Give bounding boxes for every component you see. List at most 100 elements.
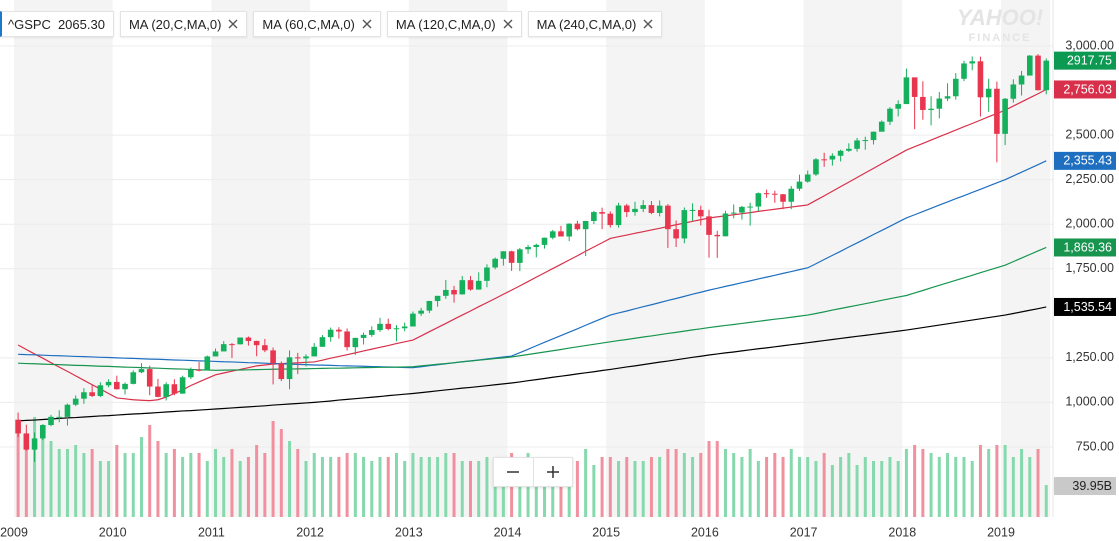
candle-body xyxy=(591,212,597,221)
candle-body xyxy=(418,310,424,314)
volume-bar xyxy=(872,461,876,517)
legend-chip[interactable]: MA (60,C,MA,0) xyxy=(253,11,381,37)
candle-body xyxy=(714,234,721,237)
volume-bar xyxy=(756,461,760,517)
candle-body xyxy=(648,205,655,213)
candle-body xyxy=(952,78,959,97)
volume-bar xyxy=(797,457,801,517)
candle-body xyxy=(336,329,342,332)
volume-bar xyxy=(732,453,736,517)
volume-bar xyxy=(715,441,719,517)
zoom-in-button[interactable] xyxy=(532,458,573,486)
year-band xyxy=(211,0,311,517)
volume-bar xyxy=(1028,457,1032,517)
volume-bar xyxy=(921,449,925,517)
volume-bar xyxy=(74,445,78,517)
value-label: 1,535.54 xyxy=(1063,300,1112,314)
ticker-symbol: ^GSPC xyxy=(8,16,51,32)
candle-body xyxy=(434,295,441,302)
volume-bar xyxy=(633,461,637,517)
volume-bar xyxy=(205,461,209,517)
candle-body xyxy=(697,209,704,217)
volume-bar xyxy=(386,457,390,517)
candle-body xyxy=(607,213,614,226)
end-labels: 1,535.54 1,869.36 2,355.43 2,756.03 2917.75 3… xyxy=(1054,51,1116,496)
candle-body xyxy=(23,433,30,450)
candle-body xyxy=(821,159,827,161)
candle-body xyxy=(377,323,383,331)
watermark: YAHOO! xyxy=(957,5,1043,30)
volume-bar xyxy=(600,457,604,517)
ma-line xyxy=(18,246,1047,371)
legend-chip[interactable]: MA (240,C,MA,0) xyxy=(527,11,663,37)
grid xyxy=(0,45,1053,448)
y-tick-label: 750.00 xyxy=(1076,439,1114,453)
candle-body xyxy=(484,267,490,281)
candle-body xyxy=(426,301,433,311)
legend-chip[interactable]: MA (20,C,MA,0) xyxy=(119,11,248,37)
x-tick-label: 2010 xyxy=(99,525,127,539)
candle-body xyxy=(56,416,63,418)
volume-bar xyxy=(855,465,859,517)
plus-icon xyxy=(546,466,559,478)
volume-bar xyxy=(214,449,218,517)
volume-bar xyxy=(263,453,267,517)
candle-body xyxy=(1018,75,1025,85)
candle-body xyxy=(97,385,104,396)
candle-body xyxy=(656,205,663,213)
candle-body xyxy=(171,384,178,394)
volume-bar xyxy=(518,461,522,517)
candle-body xyxy=(903,77,910,105)
volume-bar xyxy=(707,441,711,517)
volume-bar xyxy=(255,445,259,517)
candle-body xyxy=(344,331,350,348)
y-tick-label: 2,000.00 xyxy=(1065,216,1114,230)
candle-body xyxy=(582,220,589,230)
volume-bar xyxy=(452,453,456,517)
volume-bar xyxy=(863,457,867,517)
candle-body xyxy=(780,194,786,202)
candle-body xyxy=(796,181,803,189)
volume-bar xyxy=(115,445,119,517)
volume-bar xyxy=(641,461,645,517)
volume-bar xyxy=(230,449,234,517)
candles xyxy=(15,54,1050,462)
ticker-value: 2065.30 xyxy=(57,16,105,32)
candle-body xyxy=(155,386,161,397)
candle-body xyxy=(451,289,457,295)
candle-body xyxy=(862,140,869,142)
close-icon[interactable] xyxy=(643,19,653,29)
volume-bar xyxy=(1011,457,1015,517)
candle-body xyxy=(410,313,416,327)
zoom-out-button[interactable] xyxy=(494,458,533,486)
volume-bar xyxy=(937,457,941,517)
volume-bar xyxy=(24,437,28,517)
volume-bar xyxy=(913,445,917,517)
volume-bar xyxy=(394,453,398,517)
volume-bar xyxy=(485,457,489,517)
candle-body xyxy=(829,155,836,160)
volume-bar xyxy=(156,441,160,517)
candle-body xyxy=(804,174,811,182)
candle-body xyxy=(1043,60,1050,91)
candle-body xyxy=(706,216,712,235)
candle-body xyxy=(220,344,227,352)
candle-body xyxy=(673,229,679,239)
legend-chip[interactable]: MA (120,C,MA,0) xyxy=(386,11,522,37)
close-icon[interactable] xyxy=(228,19,238,29)
ticker-chip[interactable]: ^GSPC 2065.30 xyxy=(0,11,114,37)
candle-body xyxy=(525,247,531,250)
close-icon[interactable] xyxy=(503,19,513,29)
candle-body xyxy=(837,150,844,156)
volume-bar xyxy=(723,449,727,517)
volume-bar xyxy=(444,453,448,517)
candle-body xyxy=(122,383,128,390)
volume-bar xyxy=(592,465,596,517)
value-label-box xyxy=(1054,297,1116,316)
x-tick-label: 2015 xyxy=(592,525,620,539)
volume-bar xyxy=(197,453,201,517)
volume-bar xyxy=(978,445,982,517)
value-label: 2,756.03 xyxy=(1063,82,1112,96)
volume-bar xyxy=(33,417,37,517)
close-icon[interactable] xyxy=(362,19,372,29)
